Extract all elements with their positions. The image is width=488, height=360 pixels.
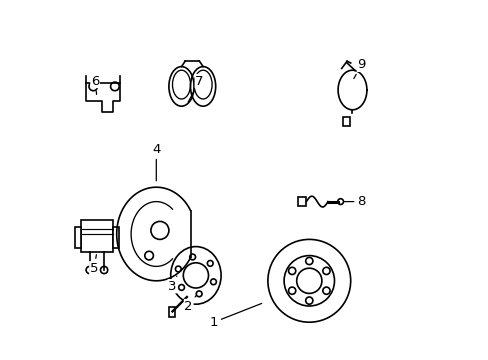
Text: 8: 8 [344,195,365,208]
Bar [75,227,81,248]
Text: 3: 3 [168,276,177,293]
Text: 7: 7 [188,75,203,102]
Bar [168,307,175,317]
Text: 2: 2 [184,296,196,312]
Bar [113,227,118,248]
Bar [343,117,349,126]
Text: 9: 9 [353,58,365,78]
Text: 6: 6 [91,75,99,94]
Bar [298,197,306,206]
Text: 4: 4 [152,143,160,181]
Text: 1: 1 [209,303,261,329]
Text: 5: 5 [90,255,98,275]
Bar [81,220,113,252]
